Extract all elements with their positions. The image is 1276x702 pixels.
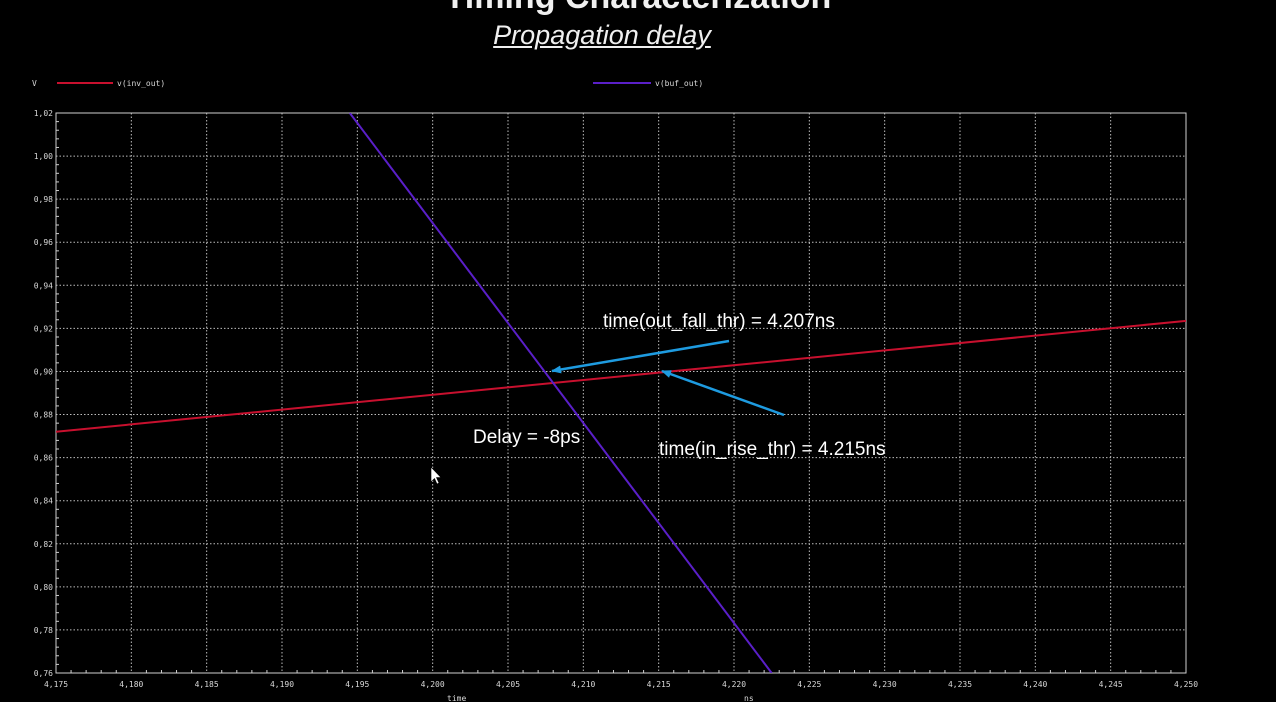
slide-subtitle: Propagation delay [493, 20, 711, 50]
x-tick-label: 4,245 [1099, 680, 1123, 689]
axis-ticks: 4,175 4,180 4,185 4,190 4,195 4,200 4,205 4,210… [34, 109, 1198, 689]
series-line-inv-out [56, 319, 1186, 433]
x-tick-label: 4,210 [571, 680, 595, 689]
x-axis-unit: ns [744, 694, 754, 702]
series-lines [56, 113, 1186, 673]
legend-inv-out: v(inv_out) [57, 79, 165, 88]
x-tick-label: 4,175 [44, 680, 68, 689]
plot-frame [55, 112, 1187, 674]
legend-label-inv-out: v(inv_out) [117, 79, 165, 88]
x-tick-label: 4,185 [195, 680, 219, 689]
x-axis-label: time [447, 694, 466, 702]
y-tick-label: 1,02 [34, 109, 53, 118]
x-tick-label: 4,235 [948, 680, 972, 689]
x-tick-label: 4,205 [496, 680, 520, 689]
annotation-delay: Delay = -8ps [473, 427, 580, 448]
mouse-pointer-icon [430, 466, 442, 485]
x-tick-label: 4,180 [119, 680, 143, 689]
y-tick-label: 0,82 [34, 540, 53, 549]
x-tick-label: 4,240 [1023, 680, 1047, 689]
y-tick-label: 0,92 [34, 324, 53, 333]
y-tick-label: 0,86 [34, 454, 53, 463]
slide-title: Timing Characterization [0, 0, 1276, 17]
x-tick-label: 4,220 [722, 680, 746, 689]
x-tick-label: 4,190 [270, 680, 294, 689]
y-tick-label: 0,96 [34, 238, 53, 247]
x-tick-label: 4,225 [797, 680, 821, 689]
y-axis-unit: V [32, 79, 37, 88]
y-tick-label: 0,84 [34, 497, 53, 506]
x-tick-label: 4,230 [873, 680, 897, 689]
annotation-in-rise-thr: time(in_rise_thr) = 4.215ns [659, 439, 886, 460]
y-tick-label: 0,88 [34, 411, 53, 420]
y-tick-label: 0,78 [34, 626, 53, 635]
legend-buf-out: v(buf_out) [593, 79, 703, 88]
legend-label-buf-out: v(buf_out) [655, 79, 703, 88]
arrow-out-fall [551, 339, 730, 374]
y-tick-label: 1,00 [34, 152, 53, 161]
y-tick-label: 0,98 [34, 195, 53, 204]
annotation-out-fall-thr: time(out_fall_thr) = 4.207ns [603, 311, 835, 332]
y-tick-label: 0,76 [34, 669, 53, 678]
x-tick-label: 4,195 [345, 680, 369, 689]
y-tick-label: 0,80 [34, 583, 53, 592]
series-line-buf-out [349, 113, 773, 673]
y-tick-label: 0,94 [34, 281, 53, 290]
y-tick-label: 0,90 [34, 367, 53, 376]
x-tick-label: 4,250 [1174, 680, 1198, 689]
grid-lines [56, 113, 1186, 673]
x-tick-label: 4,215 [647, 680, 671, 689]
arrow-in-rise [661, 369, 785, 417]
x-tick-label: 4,200 [421, 680, 445, 689]
